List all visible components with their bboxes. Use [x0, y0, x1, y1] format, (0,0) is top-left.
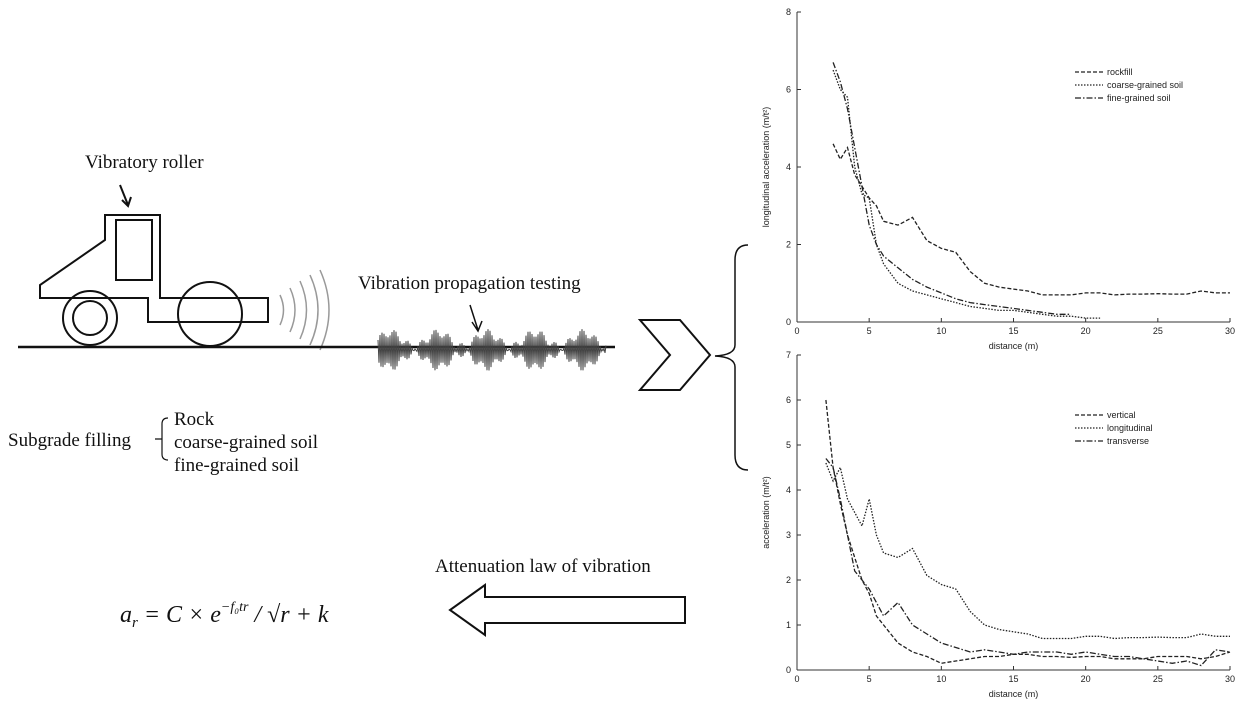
- filling-item: fine-grained soil: [174, 455, 299, 476]
- formula-part: = C × e: [138, 602, 221, 628]
- formula-part: / √r + k: [248, 602, 328, 628]
- legend-label: vertical: [1107, 410, 1136, 420]
- vibration-signal: [377, 329, 607, 371]
- legend-label: fine-grained soil: [1107, 93, 1171, 103]
- attenuation-label: Attenuation law of vibration: [435, 556, 651, 577]
- legend-label: coarse-grained soil: [1107, 80, 1183, 90]
- y-tick-label: 0: [786, 317, 791, 327]
- roller-drawing: [39, 184, 269, 347]
- filling-label: Subgrade filling: [8, 430, 131, 451]
- legend-label: transverse: [1107, 436, 1149, 446]
- drum: [177, 281, 243, 347]
- x-tick-label: 15: [1008, 674, 1018, 684]
- y-tick-label: 6: [786, 85, 791, 95]
- formula-part: a: [120, 602, 132, 628]
- x-tick-label: 20: [1081, 674, 1091, 684]
- x-tick-label: 25: [1153, 326, 1163, 336]
- y-tick-label: 4: [786, 485, 791, 495]
- wheel: [62, 290, 118, 346]
- sound-waves: [279, 269, 330, 351]
- x-tick-label: 30: [1225, 674, 1235, 684]
- formula: ar = C × e−f₀tr / √r + k: [120, 600, 329, 631]
- series-line: [832, 143, 1230, 296]
- small-brace: [155, 417, 169, 461]
- y-tick-label: 3: [786, 530, 791, 540]
- brace: [714, 244, 749, 471]
- x-tick-label: 30: [1225, 326, 1235, 336]
- filling-item: Rock: [174, 409, 215, 430]
- roller-arrow: [119, 184, 129, 206]
- wheel-hub: [72, 300, 108, 336]
- roller-body: [39, 214, 269, 323]
- x-tick-label: 5: [867, 674, 872, 684]
- x-tick-label: 20: [1081, 326, 1091, 336]
- left-arrow: [448, 583, 686, 637]
- formula-part: −f₀tr: [221, 600, 249, 615]
- x-tick-label: 5: [867, 326, 872, 336]
- x-tick-label: 10: [936, 674, 946, 684]
- series-line: [825, 399, 1231, 664]
- y-tick-label: 0: [786, 665, 791, 675]
- testing-arrow: [469, 304, 483, 333]
- series-line: [825, 458, 1231, 667]
- y-tick-label: 2: [786, 240, 791, 250]
- x-axis-label: distance (m): [989, 341, 1039, 351]
- testing-label: Vibration propagation testing: [358, 273, 581, 294]
- formula-part: r: [132, 615, 138, 631]
- legend-label: rockfill: [1107, 67, 1133, 77]
- y-tick-label: 1: [786, 620, 791, 630]
- roller-window: [115, 219, 153, 281]
- y-tick-label: 4: [786, 162, 791, 172]
- x-tick-label: 25: [1153, 674, 1163, 684]
- y-tick-label: 2: [786, 575, 791, 585]
- y-tick-label: 6: [786, 395, 791, 405]
- y-axis-label: longitudinal acceleration (m/t²): [761, 107, 771, 228]
- legend-label: longitudinal: [1107, 423, 1153, 433]
- chevron: [637, 319, 712, 391]
- x-axis-label: distance (m): [989, 689, 1039, 699]
- y-tick-label: 5: [786, 440, 791, 450]
- series-line: [832, 62, 1072, 315]
- y-tick-label: 8: [786, 7, 791, 17]
- series-line: [825, 462, 1230, 640]
- roller-arrowhead: [121, 196, 132, 208]
- x-tick-label: 0: [794, 326, 799, 336]
- roller-label: Vibratory roller: [85, 152, 204, 173]
- y-tick-label: 7: [786, 350, 791, 360]
- filling-item: coarse-grained soil: [174, 432, 318, 453]
- y-axis-label: acceleration (m/t²): [761, 476, 771, 549]
- x-tick-label: 15: [1008, 326, 1018, 336]
- x-tick-label: 10: [936, 326, 946, 336]
- series-line: [832, 69, 1101, 319]
- x-tick-label: 0: [794, 674, 799, 684]
